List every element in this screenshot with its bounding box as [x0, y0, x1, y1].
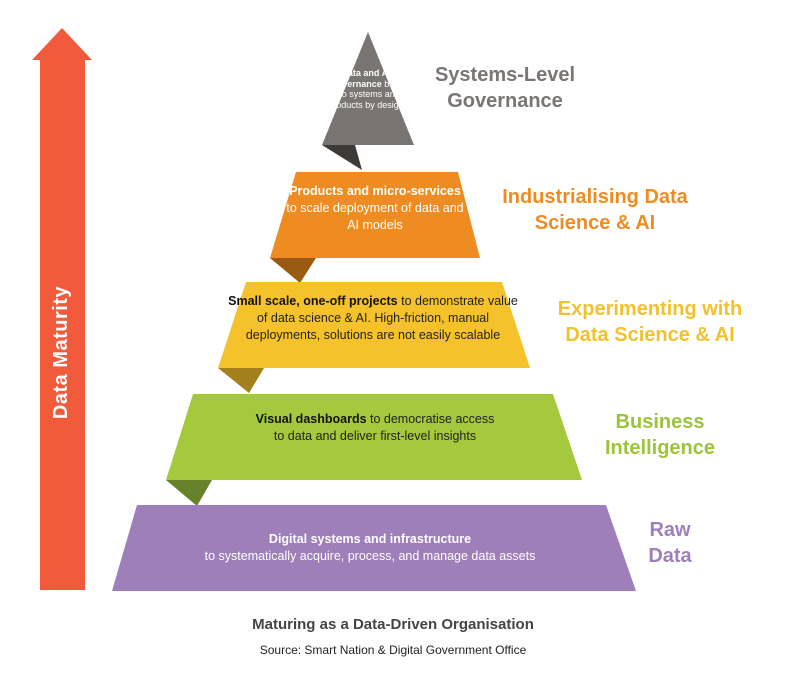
caption-source: Source: Smart Nation & Digital Governmen… — [259, 643, 527, 657]
label-business-intelligence: Business Intelligence — [585, 409, 735, 461]
tier-industrialising-rest: to scale deployment of data and AI model… — [286, 201, 464, 232]
label-experimenting-line1: Experimenting with — [557, 298, 743, 320]
label-raw-data: Raw Data — [630, 517, 710, 569]
tier-systems-governance-bold: Data and AI governance — [331, 68, 391, 89]
tier-raw-data-rest: to systematically acquire, process, and … — [204, 549, 536, 563]
label-experimenting: Experimenting with Data Science & AI — [530, 296, 770, 348]
tier-business-intelligence-shadow — [166, 480, 212, 506]
tier-experimenting-rest: to demonstrate value of data science & A… — [245, 294, 518, 342]
tier-business-intelligence-rest: to democratise access to data and delive… — [273, 412, 495, 443]
label-industrialising-line2: Science & AI — [534, 212, 656, 234]
label-systems-level-governance: Systems-Level Governance — [420, 62, 590, 114]
label-raw-data-line2: Data — [648, 545, 692, 567]
tier-industrialising-shadow — [270, 258, 316, 283]
tier-business-intelligence-text: Visual dashboards to democratise access … — [250, 411, 500, 445]
label-systems-level-governance-line2: Governance — [447, 90, 563, 112]
label-business-intelligence-line1: Business — [615, 411, 705, 433]
label-experimenting-line2: Data Science & AI — [565, 324, 735, 346]
tier-systems-governance-text: Data and AI governance built into system… — [324, 68, 408, 110]
tier-business-intelligence-shape — [166, 394, 582, 480]
tier-experimenting-bold: Small scale, one-off projects — [228, 294, 398, 308]
tier-systems-governance-shadow — [322, 145, 362, 170]
label-industrialising: Industrialising Data Science & AI — [480, 184, 710, 236]
tier-raw-data-bold: Digital systems and infrastructure — [268, 532, 472, 546]
tier-systems-governance-shape — [322, 32, 414, 145]
tier-industrialising-shape — [270, 172, 480, 258]
caption-title: Maturing as a Data-Driven Organisation — [252, 616, 534, 633]
tier-business-intelligence-bold: Visual dashboards — [255, 412, 367, 426]
tier-experimenting-shape — [218, 282, 530, 368]
tier-industrialising-text: Products and micro-services to scale dep… — [285, 183, 465, 234]
tier-industrialising-bold: Products and micro-services — [289, 184, 461, 198]
label-business-intelligence-line2: Intelligence — [604, 437, 716, 459]
tier-experimenting-shadow — [218, 368, 264, 393]
tier-systems-governance-rest: built into systems and products by desig… — [328, 78, 404, 110]
label-systems-level-governance-line1: Systems-Level — [434, 64, 576, 86]
tier-raw-data-shape — [112, 505, 636, 591]
label-raw-data-line1: Raw — [649, 519, 691, 541]
tier-raw-data-text: Digital systems and infrastructure to sy… — [150, 531, 590, 565]
tier-experimenting-text: Small scale, one-off projects to demonst… — [228, 293, 518, 344]
label-industrialising-line1: Industrialising Data — [502, 186, 688, 208]
